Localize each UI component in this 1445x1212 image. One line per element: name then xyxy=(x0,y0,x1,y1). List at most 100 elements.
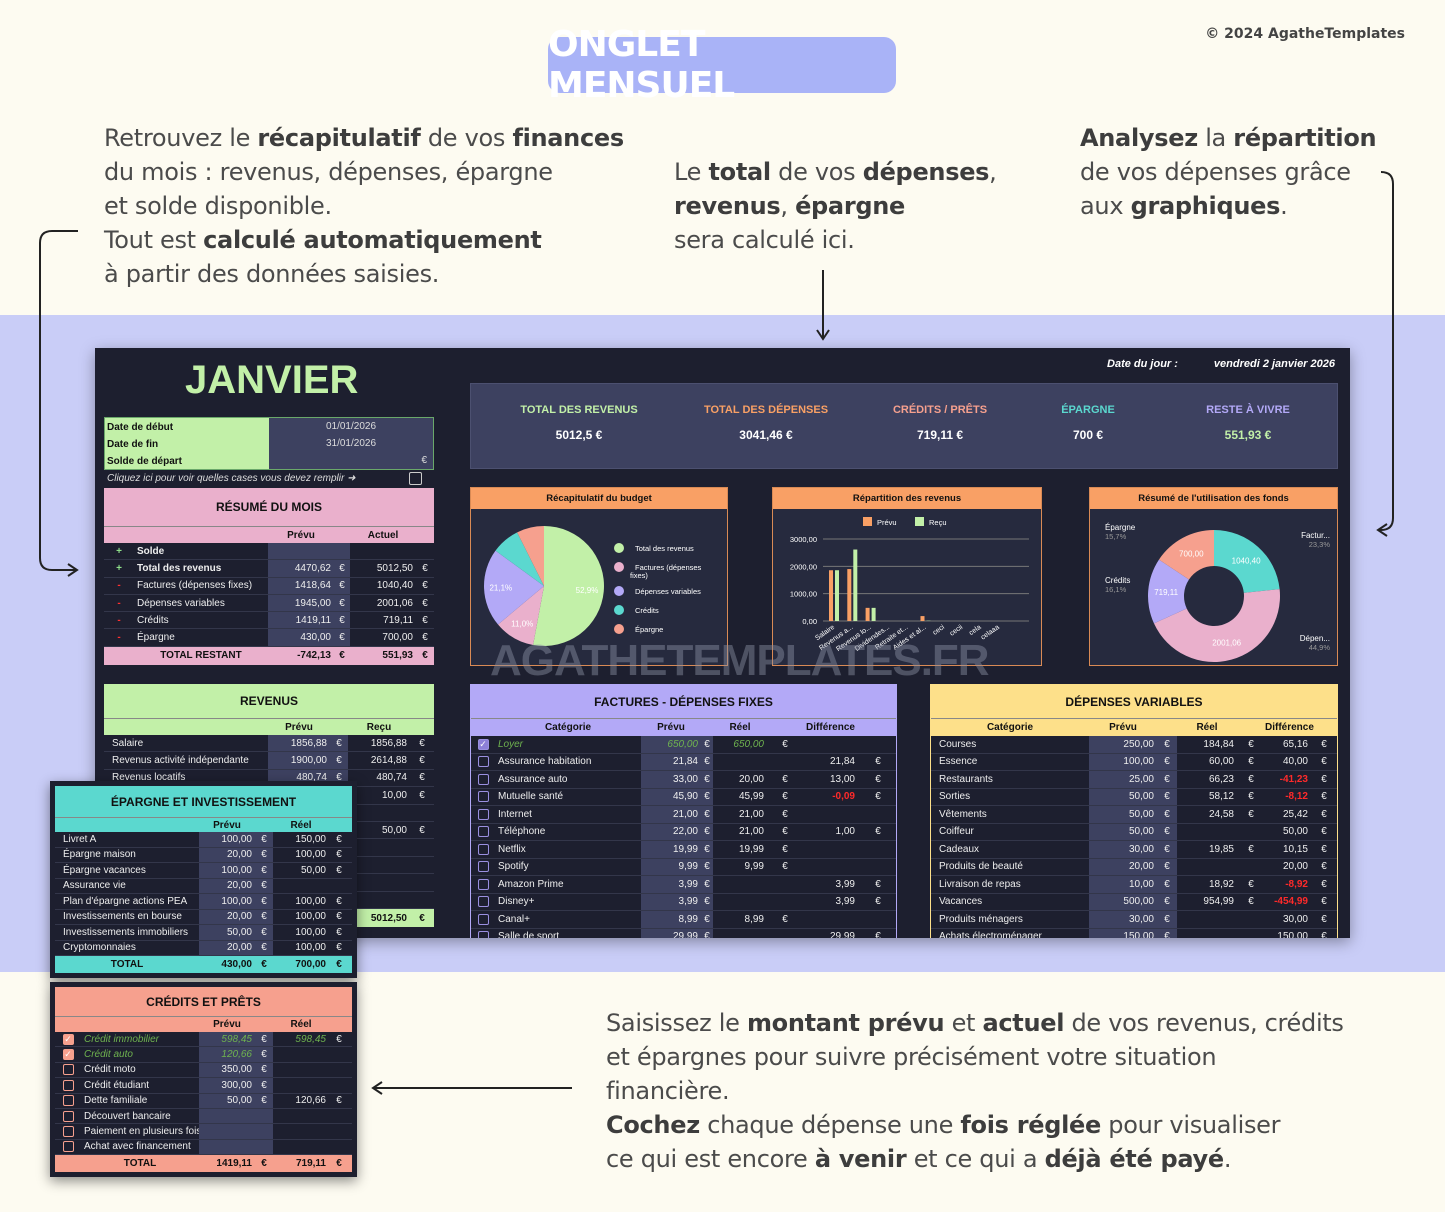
planned-value[interactable]: 50,00 xyxy=(199,925,255,940)
actual-value[interactable] xyxy=(350,543,416,559)
planned-value[interactable]: 350,00 xyxy=(199,1062,255,1078)
actual-value[interactable]: 150,00 xyxy=(295,833,326,845)
actual-value[interactable]: 184,84 xyxy=(1203,738,1234,750)
row-label[interactable]: Vêtements xyxy=(939,808,987,820)
actual-value[interactable] xyxy=(273,1140,329,1154)
planned-value[interactable]: 33,00 xyxy=(641,771,701,788)
planned-value[interactable]: 598,45 xyxy=(199,1032,255,1047)
row-label[interactable]: Plan d'épargne actions PEA xyxy=(63,895,188,907)
row-label[interactable]: Internet xyxy=(498,808,532,820)
paid-checkbox[interactable] xyxy=(55,1140,81,1154)
row-label[interactable]: Épargne vacances xyxy=(63,864,146,876)
checkbox-icon[interactable] xyxy=(477,913,489,925)
paid-checkbox[interactable] xyxy=(55,1078,81,1092)
actual-value[interactable] xyxy=(348,805,410,821)
planned-value[interactable]: 1945,00 xyxy=(268,594,334,612)
actual-value[interactable] xyxy=(1177,929,1237,939)
planned-value[interactable]: 50,00 xyxy=(1089,823,1157,840)
actual-value[interactable]: 1040,40 xyxy=(376,580,413,592)
actual-value[interactable] xyxy=(273,879,329,894)
planned-value[interactable]: 20,00 xyxy=(199,878,255,893)
planned-value[interactable]: 30,00 xyxy=(1089,841,1157,858)
actual-value[interactable] xyxy=(1177,824,1237,841)
row-label[interactable]: Investissements immobiliers xyxy=(63,926,189,938)
paid-checkbox[interactable] xyxy=(471,929,495,938)
actual-value[interactable]: 5012,50 xyxy=(376,562,413,574)
actual-value[interactable]: 58,12 xyxy=(1208,791,1234,803)
planned-value[interactable]: 20,00 xyxy=(1089,858,1157,875)
planned-value[interactable]: 100,00 xyxy=(1089,753,1157,770)
row-label[interactable]: Restaurants xyxy=(939,773,993,785)
row-label[interactable]: Produits ménagers xyxy=(939,913,1023,925)
actual-value[interactable]: 100,00 xyxy=(295,926,326,938)
row-label[interactable]: Assurance vie xyxy=(63,880,126,892)
planned-value[interactable]: 1900,00 xyxy=(268,752,330,769)
row-label[interactable]: Sorties xyxy=(939,791,971,803)
planned-value[interactable]: 21,84 xyxy=(641,753,701,770)
row-label[interactable]: Cadeaux xyxy=(939,843,980,855)
planned-value[interactable]: 8,99 xyxy=(641,911,701,928)
checkbox-icon[interactable] xyxy=(62,1110,74,1122)
row-label[interactable]: Cryptomonnaies xyxy=(63,942,136,954)
actual-value[interactable] xyxy=(348,839,410,855)
checkbox-icon[interactable] xyxy=(477,896,489,908)
actual-value[interactable]: 100,00 xyxy=(295,849,326,861)
actual-value[interactable]: 100,00 xyxy=(295,895,326,907)
checkbox-icon[interactable] xyxy=(477,808,489,820)
row-label[interactable]: Spotify xyxy=(498,861,529,873)
row-label[interactable]: Amazon Prime xyxy=(498,878,564,890)
checkbox-icon[interactable] xyxy=(62,1141,74,1153)
planned-value[interactable]: 150,00 xyxy=(1089,928,1157,938)
planned-value[interactable]: 20,00 xyxy=(199,940,255,955)
row-label[interactable]: Découvert bancaire xyxy=(84,1110,171,1122)
actual-value[interactable] xyxy=(273,1063,329,1077)
row-label[interactable]: Téléphone xyxy=(498,826,546,838)
planned-value[interactable]: 1856,88 xyxy=(268,735,330,752)
checkbox-icon[interactable] xyxy=(477,773,489,785)
starting-balance-field[interactable]: € xyxy=(421,455,427,466)
checkbox-icon[interactable] xyxy=(477,878,489,890)
planned-value[interactable]: 430,00 xyxy=(268,629,334,646)
row-label[interactable]: Achat avec financement xyxy=(84,1141,191,1153)
row-label[interactable]: Salaire xyxy=(112,737,144,749)
row-label[interactable]: Coiffeur xyxy=(939,826,974,838)
checkbox-icon[interactable] xyxy=(62,1064,74,1076)
planned-value[interactable]: 50,00 xyxy=(1089,788,1157,805)
actual-value[interactable] xyxy=(713,876,767,893)
row-label[interactable]: Courses xyxy=(939,738,977,750)
actual-value[interactable]: 120,66 xyxy=(295,1095,326,1107)
actual-value[interactable]: 2001,06 xyxy=(376,597,413,609)
actual-value[interactable]: 100,00 xyxy=(295,942,326,954)
actual-value[interactable]: 480,74 xyxy=(376,772,407,784)
actual-value[interactable] xyxy=(713,754,767,771)
actual-value[interactable] xyxy=(1177,911,1237,928)
paid-checkbox[interactable] xyxy=(471,806,495,823)
actual-value[interactable]: 9,99 xyxy=(744,861,764,873)
actual-value[interactable]: 954,99 xyxy=(1203,896,1234,908)
checkbox-icon[interactable] xyxy=(477,826,489,838)
end-date-field[interactable]: 31/01/2026 xyxy=(325,438,377,449)
row-label[interactable]: Revenus activité indépendante xyxy=(112,755,249,767)
row-label[interactable]: Salle de sport xyxy=(498,931,560,938)
checkbox-icon[interactable] xyxy=(62,1126,74,1138)
actual-value[interactable] xyxy=(348,892,410,908)
actual-value[interactable] xyxy=(348,874,410,890)
row-label[interactable]: Canal+ xyxy=(498,913,530,925)
row-label[interactable]: Crédit étudiant xyxy=(84,1079,150,1091)
actual-value[interactable]: 1856,88 xyxy=(370,737,407,749)
paid-checkbox[interactable] xyxy=(471,841,495,858)
paid-checkbox[interactable] xyxy=(471,771,495,788)
planned-value[interactable]: 21,00 xyxy=(641,806,701,823)
planned-value[interactable]: 20,00 xyxy=(199,909,255,924)
planned-value[interactable]: 1419,11 xyxy=(268,612,334,629)
paid-checkbox[interactable] xyxy=(55,1063,81,1077)
actual-value[interactable]: 66,23 xyxy=(1208,773,1234,785)
actual-value[interactable]: 719,11 xyxy=(383,614,413,626)
checkbox-icon[interactable] xyxy=(62,1079,74,1091)
checkbox-icon[interactable] xyxy=(62,1095,74,1107)
planned-value[interactable]: 50,00 xyxy=(199,1093,255,1108)
planned-value[interactable]: 300,00 xyxy=(199,1078,255,1093)
planned-value[interactable]: 30,00 xyxy=(1089,911,1157,928)
hint-checkbox[interactable] xyxy=(409,472,422,485)
planned-value[interactable]: 1418,64 xyxy=(268,577,334,594)
